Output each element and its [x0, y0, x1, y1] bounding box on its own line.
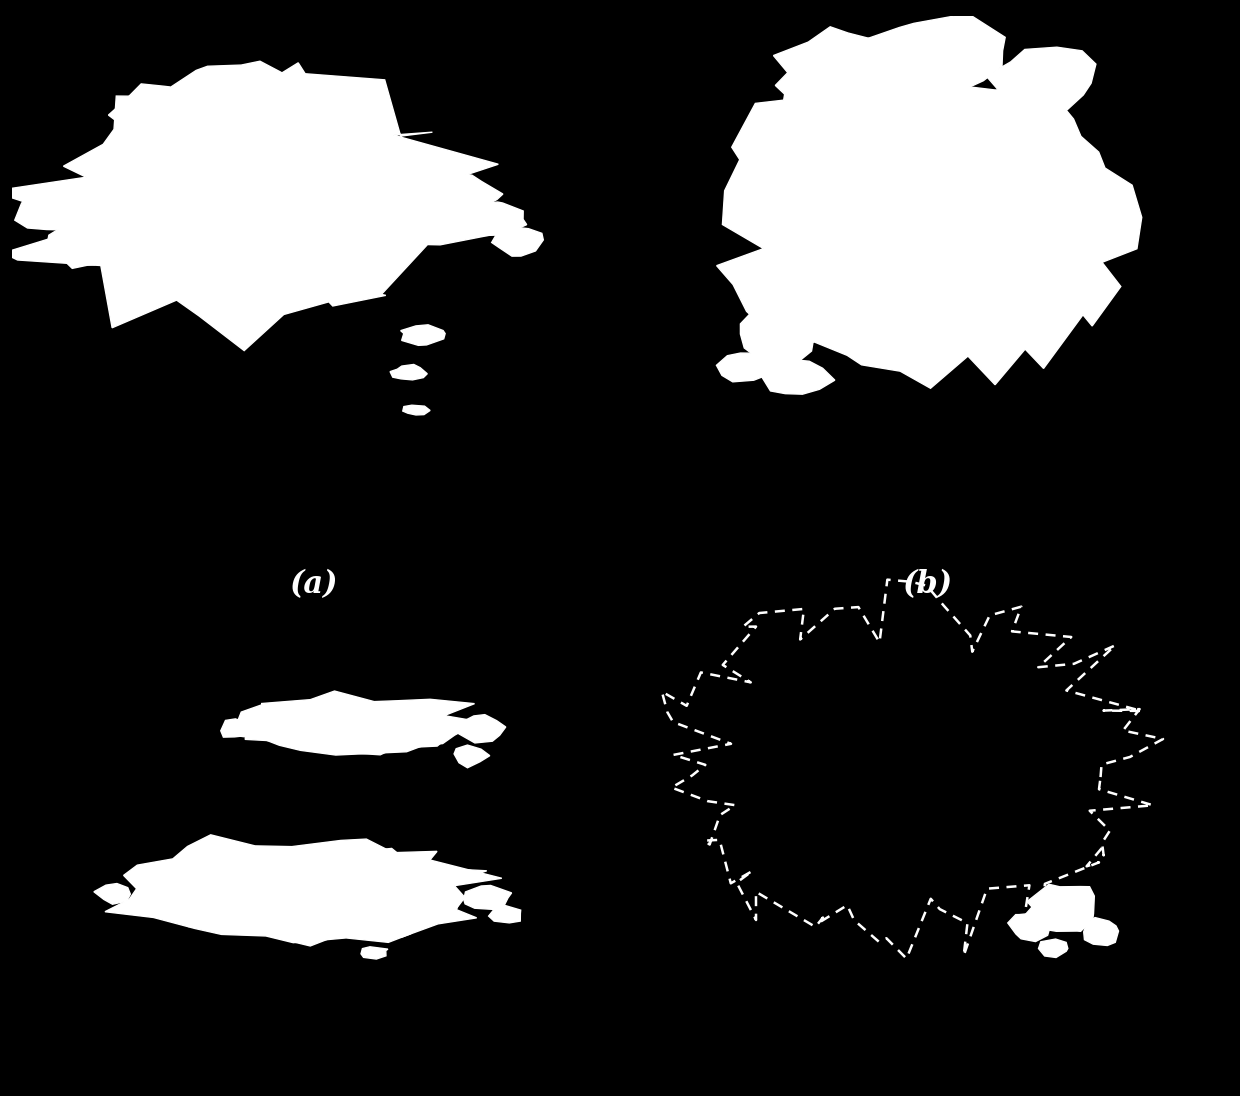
Polygon shape — [401, 324, 445, 345]
Polygon shape — [171, 61, 304, 121]
Polygon shape — [458, 202, 527, 236]
Polygon shape — [221, 719, 248, 738]
Polygon shape — [47, 226, 117, 269]
Polygon shape — [454, 745, 490, 768]
Polygon shape — [774, 26, 901, 106]
Polygon shape — [464, 886, 512, 910]
Polygon shape — [1023, 884, 1095, 932]
Polygon shape — [237, 692, 487, 755]
Text: (a): (a) — [289, 569, 337, 601]
Polygon shape — [108, 84, 216, 136]
Text: (b): (b) — [901, 569, 952, 601]
Polygon shape — [1084, 917, 1118, 946]
Polygon shape — [1039, 939, 1068, 958]
Polygon shape — [760, 359, 835, 395]
Polygon shape — [1008, 913, 1050, 941]
Polygon shape — [141, 848, 487, 946]
Polygon shape — [740, 300, 816, 369]
Polygon shape — [986, 47, 1096, 111]
Polygon shape — [492, 226, 543, 256]
Polygon shape — [388, 171, 503, 216]
Polygon shape — [863, 13, 1006, 95]
Polygon shape — [391, 365, 428, 380]
Polygon shape — [717, 353, 770, 381]
Polygon shape — [0, 62, 503, 351]
Polygon shape — [15, 186, 81, 230]
Polygon shape — [361, 947, 388, 959]
Polygon shape — [105, 835, 502, 943]
Polygon shape — [717, 41, 1142, 388]
Polygon shape — [453, 715, 506, 743]
Polygon shape — [403, 406, 430, 415]
Polygon shape — [489, 904, 521, 923]
Polygon shape — [227, 709, 470, 755]
Polygon shape — [94, 883, 130, 904]
